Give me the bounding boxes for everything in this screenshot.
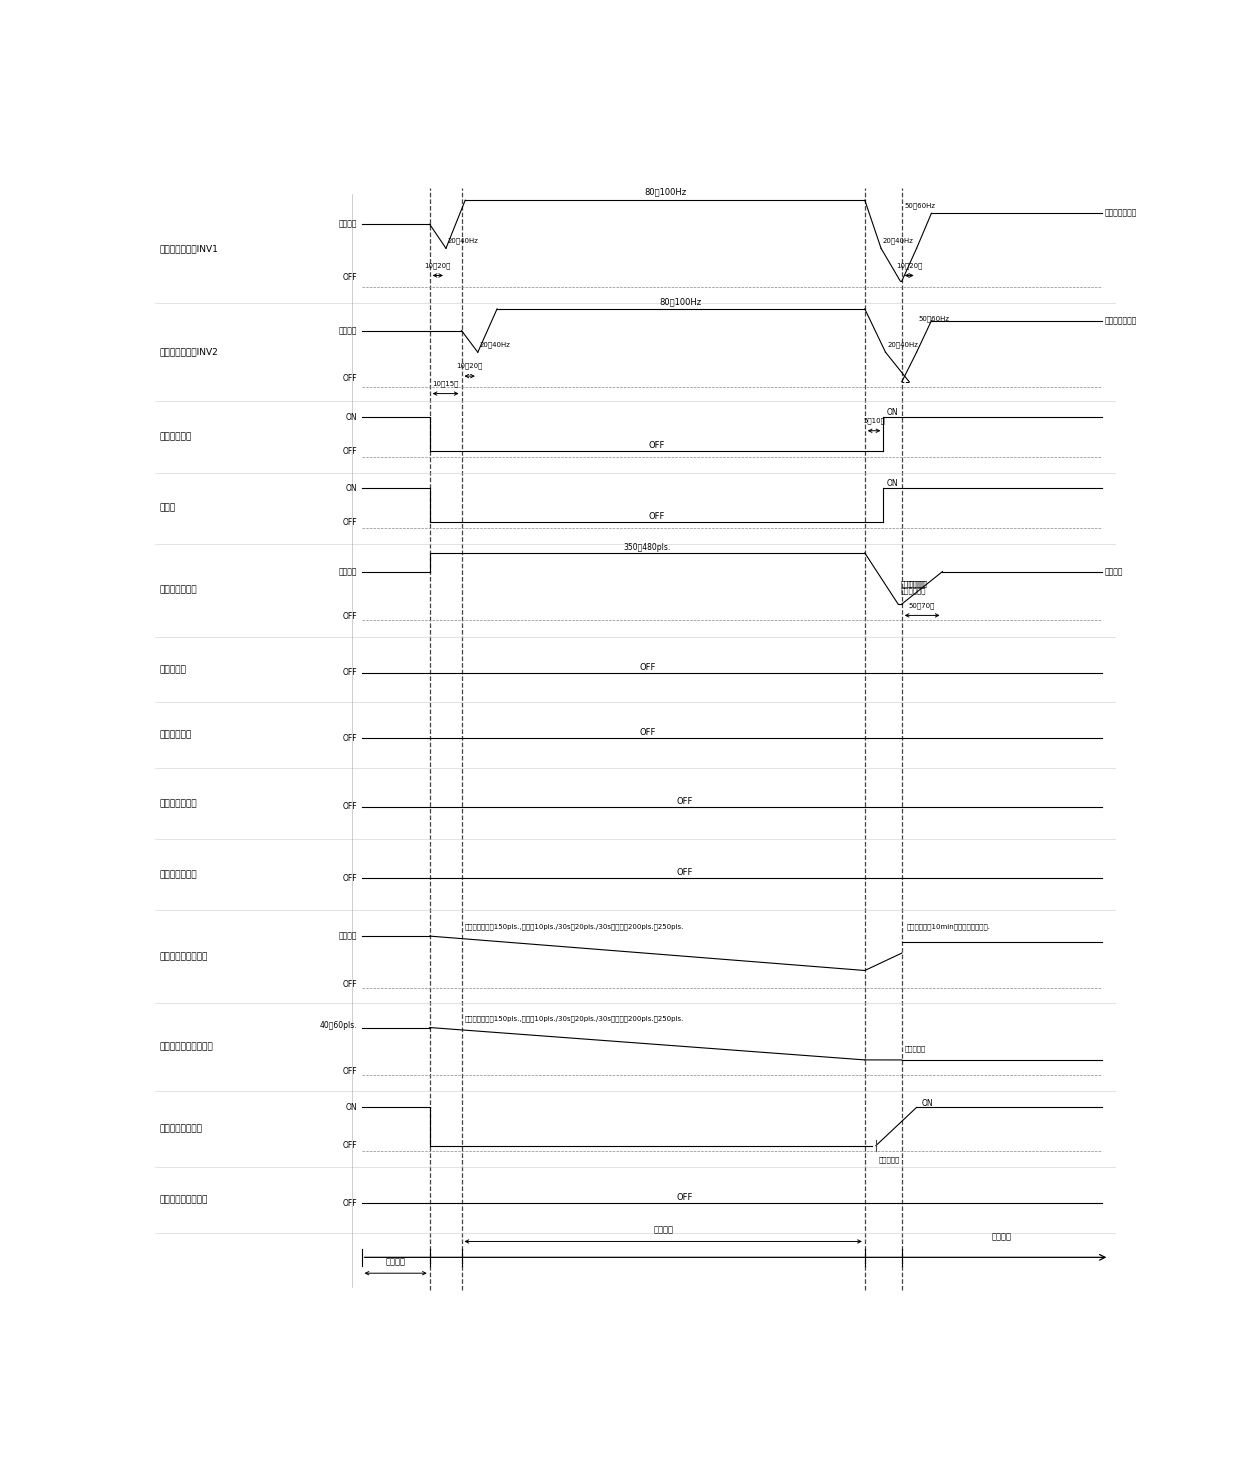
Text: OFF: OFF: [639, 729, 656, 737]
Text: 80～100Hz: 80～100Hz: [644, 188, 686, 197]
Text: 未开机室内电子膨泊阀: 未开机室内电子膨泊阀: [160, 1042, 213, 1051]
Text: 除霜前开度降至150pls.,之后以10pls./30s～20pls./30s速度升至200pls.～250pls.: 除霜前开度降至150pls.,之后以10pls./30s～20pls./30s速…: [465, 1016, 683, 1022]
Text: 啦液电磁阀: 啦液电磁阀: [160, 665, 187, 674]
Text: 四通阀: 四通阀: [160, 503, 176, 512]
Text: OFF: OFF: [342, 1198, 357, 1207]
Text: OFF: OFF: [342, 374, 357, 383]
Text: 除霜前开度: 除霜前开度: [906, 580, 928, 587]
Text: OFF: OFF: [342, 518, 357, 527]
Text: OFF: OFF: [342, 668, 357, 677]
Text: 50～60Hz: 50～60Hz: [905, 202, 936, 209]
Text: 自动控制: 自动控制: [339, 932, 357, 941]
Text: 除霜前运行频率: 除霜前运行频率: [1105, 209, 1137, 218]
Text: 除霜间隔: 除霜间隔: [386, 1257, 405, 1266]
Text: OFF: OFF: [342, 735, 357, 743]
Text: ON: ON: [345, 484, 357, 493]
Text: ON: ON: [345, 412, 357, 421]
Text: 直流变频压缩机INV1: 直流变频压缩机INV1: [160, 244, 218, 253]
Text: 室外风机电机: 室外风机电机: [160, 433, 192, 442]
Text: 防冷风结束: 防冷风结束: [879, 1156, 900, 1163]
Text: 除霜过程: 除霜过程: [653, 1226, 673, 1235]
Text: 350～480pls.: 350～480pls.: [624, 543, 671, 552]
Text: 第二回油电磁阀: 第二回油电磁阀: [160, 870, 197, 879]
Text: 不发生低压保
护的最低开度: 不发生低压保 护的最低开度: [900, 580, 926, 595]
Text: 50～70秒: 50～70秒: [909, 602, 935, 608]
Text: 20～40Hz: 20～40Hz: [448, 237, 479, 244]
Text: 除霜前运行频率: 除霜前运行频率: [1105, 316, 1137, 325]
Text: 直流变频压缩机INV2: 直流变频压缩机INV2: [160, 347, 218, 356]
Text: OFF: OFF: [342, 873, 357, 883]
Text: 5～10秒: 5～10秒: [863, 418, 885, 424]
Text: OFF: OFF: [342, 980, 357, 989]
Text: OFF: OFF: [649, 512, 665, 521]
Text: 开机室内电子膨泊阀: 开机室内电子膨泊阀: [160, 952, 208, 961]
Text: ON: ON: [345, 1103, 357, 1111]
Text: 10～15秒: 10～15秒: [433, 380, 459, 387]
Text: 开机室内风机电机: 开机室内风机电机: [160, 1125, 203, 1133]
Text: OFF: OFF: [342, 1067, 357, 1076]
Text: ON: ON: [921, 1100, 932, 1108]
Text: OFF: OFF: [639, 662, 656, 671]
Text: 10～20秒: 10～20秒: [424, 262, 451, 269]
Text: 40～60pls.: 40～60pls.: [319, 1020, 357, 1030]
Text: OFF: OFF: [342, 1141, 357, 1150]
Text: 自动控制: 自动控制: [339, 567, 357, 576]
Text: OFF: OFF: [676, 1192, 692, 1203]
Text: 50～60Hz: 50～60Hz: [919, 315, 950, 322]
Text: 气旁通电磁阀: 气旁通电磁阀: [160, 730, 192, 739]
Text: 自动控制: 自动控制: [1105, 567, 1123, 576]
Text: ON: ON: [887, 408, 899, 417]
Text: 除霜前开度: 除霜前开度: [905, 1045, 926, 1052]
Text: 20～40Hz: 20～40Hz: [480, 342, 511, 347]
Text: OFF: OFF: [342, 274, 357, 283]
Text: 10～20秒: 10～20秒: [897, 262, 923, 269]
Text: ON: ON: [887, 480, 899, 489]
Text: 除霜前开度、10min后才开始自动控制.: 除霜前开度、10min后才开始自动控制.: [906, 924, 991, 930]
Text: 除霜前开度降至150pls.,之后以10pls./30s～20pls./30s速度升至200pls.～250pls.: 除霜前开度降至150pls.,之后以10pls./30s～20pls./30s速…: [465, 924, 683, 930]
Text: 除霜间隔: 除霜间隔: [992, 1232, 1012, 1241]
Text: 制热电子膨泊阀: 制热电子膨泊阀: [160, 586, 197, 595]
Text: 10～20秒: 10～20秒: [456, 362, 482, 369]
Text: OFF: OFF: [649, 442, 665, 450]
Text: OFF: OFF: [342, 612, 357, 621]
Text: OFF: OFF: [342, 802, 357, 811]
Text: OFF: OFF: [676, 796, 692, 805]
Text: OFF: OFF: [676, 868, 692, 877]
Text: 未开机室内风机电机: 未开机室内风机电机: [160, 1195, 208, 1204]
Text: 20～40Hz: 20～40Hz: [883, 237, 914, 244]
Text: 自动控制: 自动控制: [339, 219, 357, 228]
Text: 80～100Hz: 80～100Hz: [660, 297, 702, 306]
Text: OFF: OFF: [342, 446, 357, 456]
Text: 20～40Hz: 20～40Hz: [888, 342, 919, 347]
Text: 自动控制: 自动控制: [339, 327, 357, 336]
Text: 第一回油电磁阀: 第一回油电磁阀: [160, 799, 197, 808]
